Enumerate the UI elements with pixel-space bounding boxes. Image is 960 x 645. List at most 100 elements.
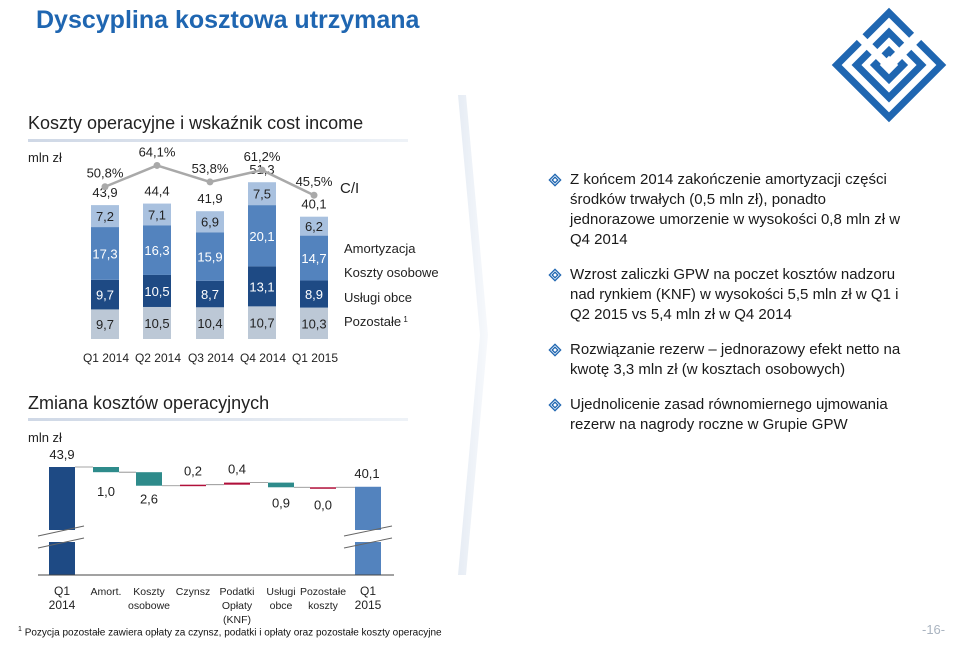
bar-segment	[143, 306, 171, 339]
axis-break-mark	[37, 537, 85, 549]
waterfall-category-label: koszty	[308, 600, 339, 612]
ci-label: 50,8%	[87, 166, 124, 181]
bullet-icon	[548, 343, 562, 357]
bar-segment	[248, 306, 276, 339]
ci-label: 64,1%	[139, 144, 176, 159]
ci-point	[153, 161, 161, 169]
value-label: 7,2	[96, 209, 114, 224]
waterfall-bar	[310, 487, 336, 489]
series-label: Usługi obce	[344, 290, 412, 305]
total-label: 43,9	[92, 185, 117, 200]
bullet-item: Z końcem 2014 zakończenie amortyzacji cz…	[548, 170, 908, 250]
waterfall-category-label: Koszty	[133, 586, 165, 598]
waterfall-label: 1,0	[97, 484, 115, 499]
series-label: Pozostałe 1	[344, 314, 408, 329]
bar-segment	[91, 227, 119, 280]
footnote-marker: 1	[18, 626, 22, 633]
section-divider	[28, 418, 408, 421]
value-label: 10,5	[144, 284, 169, 299]
waterfall-label: 0,4	[228, 462, 246, 477]
page-title: Dyscyplina kosztowa utrzymana	[36, 6, 420, 34]
value-label: 10,3	[301, 316, 326, 331]
waterfall-bar	[224, 482, 250, 485]
value-label: 16,3	[144, 243, 169, 258]
waterfall-category-label: Amort.	[91, 586, 122, 598]
series-label: Koszty osobowe	[344, 265, 439, 280]
waterfall-bar	[180, 484, 206, 487]
waterfall-category-label: Usługi	[266, 586, 295, 598]
x-tick-label: Q3 2014	[188, 351, 234, 365]
value-label: 17,3	[92, 246, 117, 261]
waterfall-label: 0,0	[314, 497, 332, 512]
bullet-list: Z końcem 2014 zakończenie amortyzacji cz…	[548, 170, 908, 450]
ci-point	[310, 191, 318, 199]
total-label: 41,9	[197, 191, 222, 206]
value-label: 6,2	[305, 219, 323, 234]
bar-segment	[300, 216, 328, 236]
bar-segment	[91, 279, 119, 310]
bullet-text: Z końcem 2014 zakończenie amortyzacji cz…	[570, 171, 901, 248]
x-tick-label: Q1 2015	[292, 351, 338, 365]
bullet-item: Ujednolicenie zasad równomiernego ujmowa…	[548, 395, 908, 435]
footnote: 1 Pozycja pozostałe zawiera opłaty za cz…	[18, 626, 442, 638]
waterfall-label: 43,9	[49, 447, 74, 462]
unit-label: mln zł	[28, 430, 62, 445]
bar-segment	[143, 274, 171, 307]
page-number: -16-	[922, 622, 946, 637]
value-label: 10,7	[249, 316, 274, 331]
axis-break-gap	[344, 530, 394, 542]
bar-segment	[248, 205, 276, 267]
bullet-text: Rozwiązanie rezerw – jednorazowy efekt n…	[570, 341, 901, 378]
x-tick-label: Q4 2014	[240, 351, 286, 365]
bullet-text: Wzrost zaliczki GPW na poczet kosztów na…	[570, 266, 899, 323]
bullet-icon	[548, 398, 562, 412]
waterfall-bar	[49, 467, 75, 575]
waterfall-bar	[136, 472, 162, 486]
waterfall-category-label: Q1	[54, 584, 70, 598]
x-tick-label: Q2 2014	[135, 351, 181, 365]
axis-break-mark	[343, 537, 393, 549]
waterfall-category-label: Czynsz	[176, 586, 210, 598]
series-label-sup: 1	[401, 315, 408, 324]
ci-point	[101, 183, 109, 191]
bar-segment	[248, 266, 276, 307]
value-label: 7,5	[253, 187, 271, 202]
section-title-costs: Koszty operacyjne i wskaźnik cost income	[28, 113, 364, 133]
waterfall-category-label: Q1	[360, 584, 376, 598]
waterfall-label: 2,6	[140, 492, 158, 507]
ci-label: 45,5%	[296, 174, 333, 189]
waterfall-bar	[93, 467, 119, 473]
waterfall-category-label: 2015	[355, 598, 382, 612]
value-label: 15,9	[197, 249, 222, 264]
bullet-icon	[548, 268, 562, 282]
waterfall-category-label: (KNF)	[223, 614, 251, 626]
waterfall-label: 0,2	[184, 464, 202, 479]
waterfall-category-label: 2014	[49, 598, 76, 612]
bullet-item: Rozwiązanie rezerw – jednorazowy efekt n…	[548, 340, 908, 380]
section-title-change: Zmiana kosztów operacyjnych	[28, 393, 270, 413]
bar-segment	[196, 232, 224, 281]
gpw-logo	[831, 7, 947, 123]
unit-label: mln zł	[28, 150, 62, 165]
value-label: 10,5	[144, 316, 169, 331]
bar-segment	[300, 280, 328, 308]
ci-point	[258, 166, 266, 174]
axis-break-mark	[343, 525, 393, 537]
axis-break-gap	[36, 530, 88, 542]
bar-segment	[91, 309, 119, 339]
bar-segment	[300, 235, 328, 281]
series-label: Amortyzacja	[344, 241, 416, 256]
bullet-text: Ujednolicenie zasad równomiernego ujmowa…	[570, 396, 888, 433]
bar-segment	[143, 225, 171, 275]
waterfall-category-label: osobowe	[128, 600, 170, 612]
waterfall-category-label: Podatki	[219, 586, 254, 598]
value-label: 14,7	[301, 251, 326, 266]
waterfall-category-label: obce	[270, 600, 293, 612]
bar-segment	[248, 182, 276, 206]
bullet-item: Wzrost zaliczki GPW na poczet kosztów na…	[548, 265, 908, 325]
total-label: 40,1	[301, 197, 326, 212]
value-label: 9,7	[96, 288, 114, 303]
x-tick-label: Q1 2014	[83, 351, 129, 365]
